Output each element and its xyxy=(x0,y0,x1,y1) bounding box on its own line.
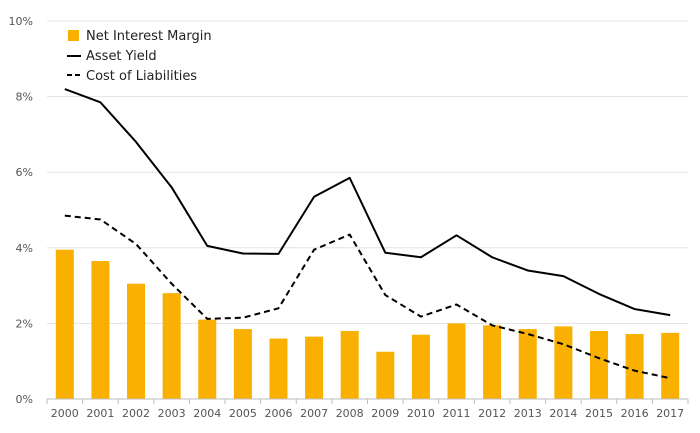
legend: Net Interest Margin Asset Yield Cost of … xyxy=(67,29,212,84)
bar-net-interest-margin xyxy=(269,338,288,399)
x-tick-label: 2012 xyxy=(478,407,506,420)
bar-net-interest-margin xyxy=(483,325,502,399)
bar-net-interest-margin xyxy=(661,332,680,399)
bar-net-interest-margin xyxy=(518,329,537,399)
bar-net-interest-margin xyxy=(233,329,252,399)
y-tick-label: 10% xyxy=(9,15,33,28)
x-tick-label: 2014 xyxy=(549,407,577,420)
x-tick-label: 2001 xyxy=(86,407,114,420)
y-tick-label: 8% xyxy=(16,91,33,104)
x-tick-label: 2016 xyxy=(621,407,649,420)
bar-net-interest-margin xyxy=(411,334,430,399)
bar-net-interest-margin xyxy=(55,249,74,399)
x-tick-label: 2011 xyxy=(443,407,471,420)
bar-net-interest-margin xyxy=(554,326,573,399)
x-tick-label: 2007 xyxy=(300,407,328,420)
x-tick-label: 2013 xyxy=(514,407,542,420)
line-cost-of-liabilities xyxy=(64,214,671,380)
bar-series-net-interest-margin xyxy=(55,249,680,399)
x-tick-label: 2003 xyxy=(158,407,186,420)
x-tick-label: 2009 xyxy=(371,407,399,420)
bar-net-interest-margin xyxy=(625,333,644,399)
x-tick-label: 2017 xyxy=(656,407,684,420)
bar-net-interest-margin xyxy=(589,330,608,399)
bar-net-interest-margin xyxy=(91,261,110,399)
y-tick-label: 0% xyxy=(16,393,33,406)
x-tick-label: 2006 xyxy=(264,407,292,420)
bar-net-interest-margin xyxy=(127,283,146,399)
x-tick-label: 2004 xyxy=(193,407,221,420)
gridlines xyxy=(47,20,688,324)
legend-swatch-net-interest-margin xyxy=(68,30,79,41)
y-tick-label: 4% xyxy=(16,242,33,255)
legend-label-net-interest-margin: Net Interest Margin xyxy=(86,29,212,44)
x-tick-label: 2005 xyxy=(229,407,257,420)
bar-net-interest-margin xyxy=(376,351,395,399)
axes: 0% 2% 4% 6% 8% 10% 2000 2001 2002 2003 2004 2005 200… xyxy=(9,15,689,420)
line-series xyxy=(64,88,671,380)
bar-net-interest-margin xyxy=(162,293,181,399)
bar-net-interest-margin xyxy=(198,319,217,399)
legend-label-cost-of-liabilities: Cost of Liabilities xyxy=(86,69,197,84)
y-tick-label: 2% xyxy=(16,317,33,330)
x-tick-label: 2010 xyxy=(407,407,435,420)
legend-label-asset-yield: Asset Yield xyxy=(86,49,157,64)
bar-net-interest-margin xyxy=(305,336,324,399)
x-tick-label: 2000 xyxy=(51,407,79,420)
x-tick-label: 2015 xyxy=(585,407,613,420)
y-tick-label: 6% xyxy=(16,166,33,179)
bar-net-interest-margin xyxy=(340,330,359,399)
line-asset-yield xyxy=(64,88,671,317)
bar-net-interest-margin xyxy=(447,323,466,399)
x-tick-label: 2002 xyxy=(122,407,150,420)
x-tick-label: 2008 xyxy=(336,407,364,420)
